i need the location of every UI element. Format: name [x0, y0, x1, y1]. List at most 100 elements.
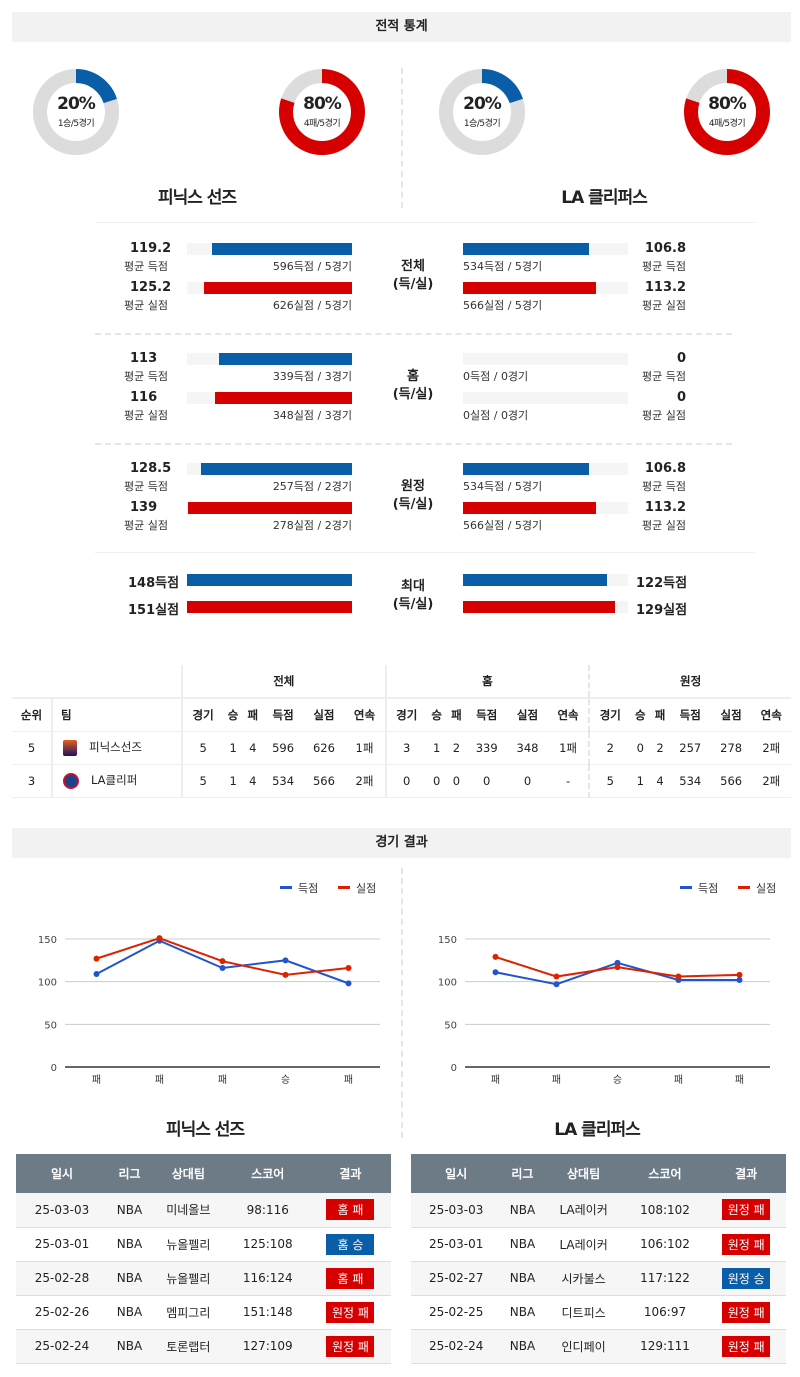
- cell: 151:148: [225, 1295, 310, 1330]
- score-bar: [463, 243, 589, 255]
- table-row: 25-03-03 NBA LA레이커 108:102 원정 패: [411, 1193, 786, 1228]
- column-header: 경기: [384, 698, 427, 732]
- cell: -: [547, 764, 590, 798]
- loss-badge: 원정 패: [722, 1301, 771, 1323]
- data-point: [93, 955, 100, 962]
- category-name: 원정: [401, 479, 425, 494]
- score-bar: [211, 243, 352, 255]
- cell: 25-02-26: [16, 1295, 109, 1330]
- y-tick-label: 50: [444, 1020, 457, 1031]
- table-row: 5 피닉스선즈 5 1 4 596 626 1패 3 1 2 339 348 1패 2 0 2 257 278 2패: [12, 731, 791, 765]
- x-tick-label: 승: [281, 1074, 290, 1086]
- cell: 1패: [547, 731, 590, 765]
- category-name: 최대: [401, 579, 425, 594]
- cell: 2패: [751, 731, 791, 765]
- right-value: 0: [676, 390, 686, 405]
- right-sub: 0득점 / 0경기: [463, 370, 529, 383]
- category-sub: (득/실): [392, 597, 434, 612]
- donut-percent: 20%: [57, 94, 96, 114]
- left-label: 평균 득점: [124, 370, 168, 383]
- left-label: 평균 실점: [124, 299, 168, 312]
- y-tick-label: 150: [438, 935, 457, 946]
- column-header: 득점: [669, 698, 711, 732]
- donut-percent: 80%: [303, 94, 342, 114]
- team-name[interactable]: LA클리퍼: [91, 773, 138, 788]
- lost-bar-track: [463, 282, 628, 294]
- cell: 127:109: [225, 1329, 310, 1364]
- cell: NBA: [501, 1193, 544, 1228]
- lost-bar: [215, 392, 352, 404]
- column-header: 결과: [706, 1154, 786, 1193]
- data-point: [282, 957, 289, 964]
- column-header: 일시: [16, 1154, 109, 1193]
- lost-bar: [188, 502, 352, 514]
- column-header: 스코어: [225, 1154, 310, 1193]
- left-value: 125.2: [130, 280, 172, 295]
- right-sub: 566실점 / 5경기: [463, 519, 543, 532]
- x-tick-label: 패: [344, 1074, 353, 1086]
- x-tick-label: 패: [155, 1074, 164, 1086]
- cell: 3: [12, 764, 52, 798]
- column-header: 승: [426, 698, 447, 732]
- x-tick-label: 패: [674, 1074, 683, 1086]
- cell: 348: [507, 731, 548, 765]
- category-sub: (득/실): [392, 277, 434, 292]
- cell: 4: [242, 731, 263, 765]
- data-point: [492, 953, 499, 960]
- x-tick-label: 패: [218, 1074, 227, 1086]
- divider: [95, 552, 755, 553]
- cell: 2패: [751, 764, 791, 798]
- loss-badge: 홈 패: [326, 1267, 375, 1289]
- cell: 98:116: [225, 1193, 310, 1228]
- column-header: 실점: [710, 698, 752, 732]
- cell: 토론랩터: [150, 1329, 226, 1364]
- lost-bar: [463, 282, 597, 294]
- cell: 25-02-24: [411, 1329, 502, 1364]
- category-sub: (득/실): [392, 387, 434, 402]
- cell: 5: [180, 764, 224, 798]
- cell: NBA: [501, 1329, 544, 1364]
- cell: 홈 패: [309, 1261, 391, 1296]
- max-score-bar: [187, 574, 352, 586]
- team-name-home: 피닉스 선즈: [165, 1120, 245, 1140]
- standings-table: 전체 홈 원정 순위 팀 경기 승 패 득점 실점 연속 경기 승 패 득점 실점 연속 경기 승 패 득점 실점 연…: [12, 665, 791, 798]
- cell: NBA: [108, 1227, 151, 1262]
- cell: 1: [630, 764, 651, 798]
- cell: 원정 패: [309, 1329, 391, 1364]
- max-score-bar-track: [463, 574, 628, 586]
- left-sub: 626실점 / 5경기: [272, 299, 352, 312]
- team-name[interactable]: 피닉스선즈: [89, 740, 142, 755]
- cell: 25-02-28: [16, 1261, 109, 1296]
- cell: 원정 패: [706, 1329, 786, 1364]
- loss-badge: 원정 패: [326, 1301, 375, 1323]
- clippers-logo-icon: [63, 772, 79, 789]
- cell: 25-02-25: [411, 1295, 502, 1330]
- left-label: 평균 실점: [124, 409, 168, 422]
- left-value: 119.2: [130, 241, 172, 256]
- category-name: 전체: [401, 259, 425, 274]
- cell: 3: [384, 731, 427, 765]
- cell: 25-03-01: [16, 1227, 109, 1262]
- left-sub: 278실점 / 2경기: [272, 519, 352, 532]
- data-point: [675, 973, 682, 980]
- right-value: 113.2: [644, 280, 686, 295]
- cell: 5: [588, 764, 631, 798]
- cell: NBA: [501, 1295, 544, 1330]
- right-value: 106.8: [644, 241, 686, 256]
- donut-percent: 80%: [708, 94, 747, 114]
- right-sub: 534득점 / 5경기: [463, 260, 543, 273]
- cell: 4: [242, 764, 263, 798]
- left-sub: 348실점 / 3경기: [272, 409, 352, 422]
- y-tick-label: 100: [38, 978, 57, 989]
- cell: 339: [466, 731, 508, 765]
- section-title-record-stats: 전적 통계: [12, 12, 791, 42]
- right-sub: 566실점 / 5경기: [463, 299, 543, 312]
- donut-record: 1승/5경기: [57, 119, 95, 129]
- x-tick-label: 패: [92, 1074, 101, 1086]
- max-right-value: 122득점: [636, 576, 688, 591]
- y-tick-label: 0: [51, 1063, 57, 1074]
- cell: 원정 패: [309, 1295, 391, 1330]
- divider: [401, 68, 403, 208]
- loss-badge: 홈 패: [326, 1199, 375, 1221]
